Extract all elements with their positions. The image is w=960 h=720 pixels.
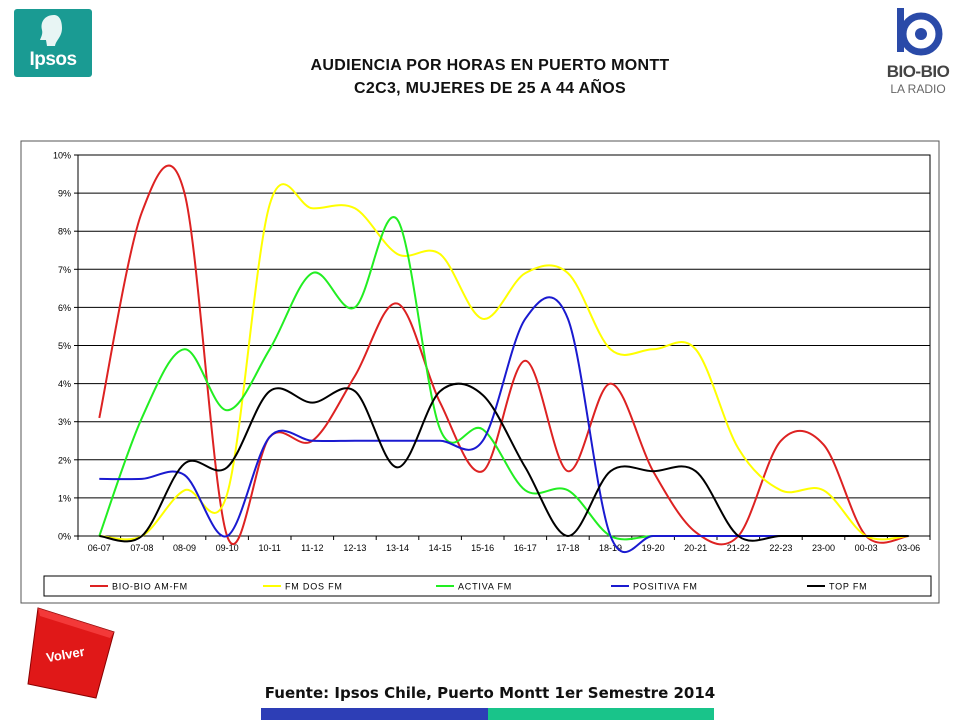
- y-tick-labels: 0% 1% 2% 3% 4% 5% 6% 7% 8% 9% 10%: [53, 151, 71, 542]
- x-tick-label: 09-10: [216, 543, 239, 553]
- volver-button[interactable]: Volver: [26, 604, 116, 700]
- x-tick-label: 23-00: [812, 543, 835, 553]
- y-tick-label: 1%: [58, 493, 71, 503]
- volver-arrow-icon: [27, 607, 115, 699]
- x-tick-label: 16-17: [514, 543, 537, 553]
- y-tick-label: 4%: [58, 379, 71, 389]
- chart-title-line1: AUDIENCIA POR HORAS EN PUERTO MONTT: [310, 57, 670, 74]
- biobio-logo: BIO-BIO LA RADIO: [880, 6, 956, 100]
- ipsos-head-icon: [40, 15, 62, 46]
- y-tick-label: 2%: [58, 455, 71, 465]
- series-lines: [98, 164, 909, 553]
- y-tick-label: 6%: [58, 303, 71, 313]
- biobio-b-icon: [897, 8, 943, 56]
- ipsos-logo: Ipsos: [14, 9, 92, 77]
- legend-label: BIO-BIO AM-FM: [112, 582, 188, 592]
- legend-label: ACTIVA FM: [458, 582, 512, 592]
- legend-box: [43, 575, 932, 597]
- y-tick-label: 3%: [58, 417, 71, 427]
- x-tick-label: 03-06: [897, 543, 920, 553]
- legend: BIO-BIO AM-FM FM DOS FM ACTIVA FM POSITIVA …: [90, 582, 867, 592]
- x-tick-label: 22-23: [769, 543, 792, 553]
- series-line-top-fm: [99, 382, 909, 543]
- x-tick-label: 15-16: [471, 543, 494, 553]
- biobio-logo-subtitle: LA RADIO: [890, 82, 946, 96]
- series-line-bio-bio-am-fm: [98, 164, 909, 546]
- x-tick-label: 10-11: [259, 543, 281, 553]
- chart-title-line2: C2C3, MUJERES DE 25 A 44 AÑOS: [354, 80, 626, 97]
- x-tick-labels: 06-07 07-08 08-09 09-10 10-11 11-12 12-13 13-14…: [88, 543, 920, 553]
- x-tick-label: 00-03: [855, 543, 878, 553]
- x-tick-label: 07-08: [130, 543, 153, 553]
- x-tick-label: 18-19: [599, 543, 622, 553]
- y-tick-label: 9%: [58, 189, 71, 199]
- ipsos-logo-text: Ipsos: [29, 49, 77, 70]
- x-tick-label: 19-20: [642, 543, 665, 553]
- series-line-positiva-fm: [99, 296, 909, 553]
- x-tick-label: 17-18: [556, 543, 579, 553]
- x-tick-label: 13-14: [386, 543, 409, 553]
- x-tick-label: 11-12: [301, 543, 323, 553]
- x-tick-label: 12-13: [343, 543, 366, 553]
- legend-label: FM DOS FM: [285, 582, 343, 592]
- y-tick-label: 10%: [53, 151, 71, 161]
- x-tick-label: 21-22: [727, 543, 750, 553]
- biobio-logo-name: BIO-BIO: [886, 62, 950, 81]
- y-tick-label: 5%: [58, 341, 71, 351]
- y-tick-label: 7%: [58, 265, 71, 275]
- y-tick-label: 0%: [58, 532, 71, 542]
- legend-label: POSITIVA FM: [633, 582, 698, 592]
- footer-bar-green: [488, 708, 714, 720]
- x-tick-label: 20-21: [684, 543, 707, 553]
- series-line-fm-dos-fm: [99, 183, 909, 541]
- y-tick-label: 8%: [58, 227, 71, 237]
- source-note: Fuente: Ipsos Chile, Puerto Montt 1er Se…: [264, 684, 716, 702]
- footer-bar-blue: [261, 708, 488, 720]
- x-tick-label: 08-09: [173, 543, 196, 553]
- x-tick-label: 14-15: [429, 543, 452, 553]
- legend-label: TOP FM: [829, 582, 867, 592]
- x-tick-label: 06-07: [88, 543, 111, 553]
